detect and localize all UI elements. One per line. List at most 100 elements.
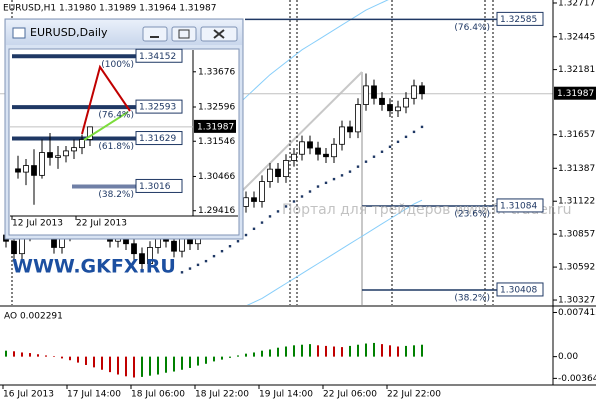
sar-dot bbox=[396, 140, 400, 144]
ao-bar bbox=[405, 345, 407, 357]
sar-dot bbox=[412, 130, 416, 134]
sar-dot bbox=[324, 181, 328, 185]
ao-bar bbox=[157, 356, 159, 375]
level-price: 1.30408 bbox=[500, 285, 537, 295]
ao-bar bbox=[293, 345, 295, 357]
sar-dot bbox=[380, 150, 384, 153]
candle-body bbox=[395, 106, 401, 112]
ao-bar bbox=[93, 356, 95, 368]
candle-body bbox=[299, 141, 305, 155]
y-tick-label: 1.33676 bbox=[198, 67, 235, 77]
sar-dot bbox=[348, 170, 352, 173]
candle-body bbox=[139, 253, 145, 265]
maximize-button[interactable] bbox=[171, 26, 197, 42]
sar-dot bbox=[276, 210, 280, 213]
y-tick-label: 1.30857 bbox=[558, 230, 595, 240]
trend-line bbox=[242, 71, 363, 191]
minimize-button[interactable] bbox=[142, 26, 168, 42]
y-tick-label: 1.30327 bbox=[558, 296, 595, 306]
level-percent: (23.6%) bbox=[454, 209, 490, 219]
ao-bar bbox=[45, 355, 47, 357]
sar-dot bbox=[204, 259, 208, 263]
candle-body bbox=[47, 152, 53, 158]
close-icon bbox=[213, 29, 225, 39]
candle-body bbox=[347, 126, 353, 133]
candle-body bbox=[323, 153, 329, 158]
chart-title: EURUSD,H1 1.31980 1.31989 1.31964 1.3198… bbox=[3, 4, 216, 14]
ao-bar bbox=[421, 344, 423, 357]
x-tick-label: 16 Jul 2013 bbox=[3, 390, 54, 400]
last-price-label: 1.31987 bbox=[197, 122, 234, 132]
x-tick-label: 22 Jul 22:00 bbox=[387, 390, 441, 400]
sar-dot bbox=[332, 177, 336, 181]
x-tick-label: 12 Jul 2013 bbox=[12, 219, 63, 229]
level-label-box bbox=[135, 99, 183, 114]
ao-bar bbox=[357, 344, 359, 357]
candle-body bbox=[339, 126, 345, 145]
sar-dot bbox=[196, 263, 200, 267]
candle-body bbox=[355, 104, 361, 133]
sar-dot bbox=[244, 233, 248, 237]
ao-bar bbox=[13, 351, 15, 357]
ao-bar bbox=[69, 356, 71, 361]
ao-bar bbox=[125, 356, 127, 377]
ao-bar bbox=[21, 352, 23, 357]
candle-body bbox=[39, 152, 45, 176]
ao-bar bbox=[349, 345, 351, 357]
x-tick-label: 22 Jul 06:00 bbox=[323, 390, 377, 400]
ao-bar bbox=[197, 356, 199, 366]
ao-bar bbox=[245, 353, 247, 357]
level-label-box bbox=[496, 282, 544, 297]
y-tick-label: 1.31387 bbox=[558, 164, 595, 174]
sar-dot bbox=[300, 195, 304, 198]
sar-dot bbox=[404, 135, 408, 139]
ao-bar bbox=[229, 356, 231, 358]
panel-title: AO 0.002291 bbox=[4, 312, 63, 322]
ao-bar bbox=[277, 347, 279, 357]
candle-body bbox=[63, 150, 69, 157]
sar-dot bbox=[268, 215, 272, 218]
candle-body bbox=[251, 197, 257, 202]
sar-dot bbox=[308, 190, 312, 193]
window-title: EURUSD,Daily bbox=[30, 26, 108, 39]
y-tick-label: 1.30466 bbox=[198, 172, 235, 182]
sar-dot bbox=[260, 221, 264, 224]
candle-body bbox=[243, 197, 249, 207]
sar-dot bbox=[292, 200, 296, 203]
band-line bbox=[246, 199, 423, 305]
ao-bar bbox=[141, 356, 143, 377]
y-tick-label: 0.00 bbox=[558, 352, 578, 362]
maximize-icon bbox=[178, 29, 190, 39]
sar-dot bbox=[420, 125, 424, 129]
ao-bar bbox=[53, 356, 55, 357]
last-price-box bbox=[194, 119, 236, 133]
ao-bar bbox=[181, 356, 183, 370]
ao-bar bbox=[317, 345, 319, 357]
ao-bar bbox=[397, 346, 399, 357]
candle-body bbox=[371, 85, 377, 99]
sar-dot bbox=[236, 240, 240, 243]
ao-bar bbox=[261, 350, 263, 357]
ao-bar bbox=[149, 356, 151, 376]
candle-body bbox=[387, 104, 393, 112]
ao-bar bbox=[77, 356, 79, 363]
candle-body bbox=[31, 165, 37, 176]
candle-body bbox=[147, 247, 153, 265]
last-price-box bbox=[554, 86, 596, 100]
ao-bar bbox=[389, 345, 391, 357]
y-tick-label: 1.32596 bbox=[198, 103, 235, 113]
level-price: 1.31084 bbox=[500, 201, 537, 211]
level-label-box bbox=[135, 131, 183, 146]
level-percent: (76.4%) bbox=[454, 23, 490, 33]
ao-bar bbox=[205, 356, 207, 364]
level-label-box bbox=[496, 198, 544, 213]
sar-dot bbox=[372, 155, 376, 158]
y-tick-label: 1.30592 bbox=[558, 263, 595, 273]
ao-bar bbox=[237, 355, 239, 357]
projection-line bbox=[81, 64, 131, 135]
candle-body bbox=[411, 85, 417, 99]
x-tick-label: 18 Jul 22:00 bbox=[195, 390, 249, 400]
candle-body bbox=[55, 155, 61, 158]
ao-bar bbox=[301, 344, 303, 357]
